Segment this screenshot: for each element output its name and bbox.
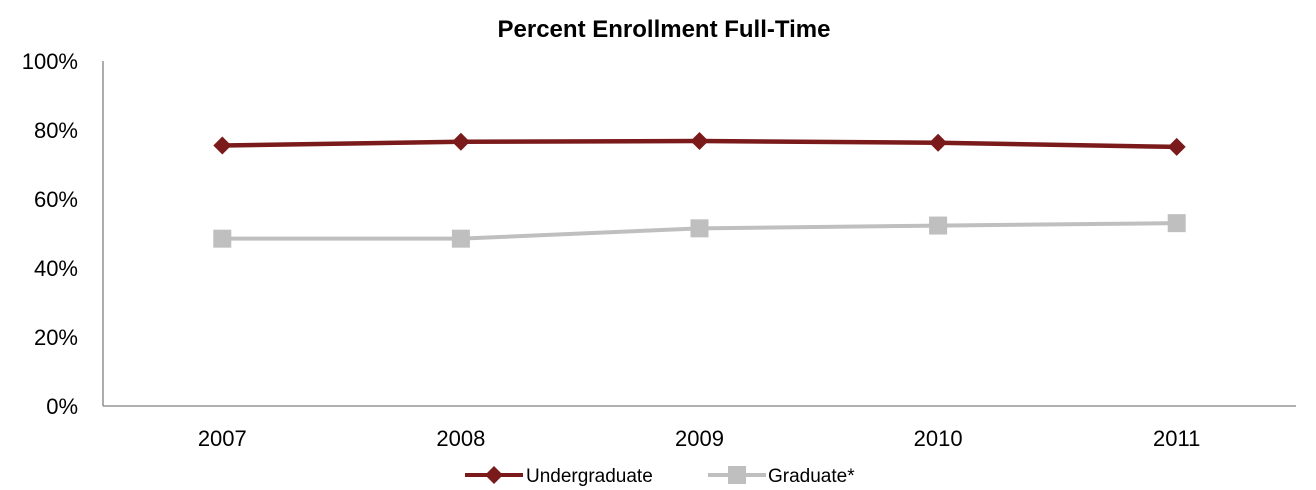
legend-marker	[728, 466, 746, 484]
data-point	[451, 229, 470, 248]
y-tick-label: 0%	[46, 394, 78, 419]
y-tick-label: 100%	[22, 49, 78, 74]
legend-label: Graduate*	[768, 466, 855, 487]
series-group	[213, 132, 1186, 248]
data-point	[213, 136, 232, 155]
data-point	[451, 132, 470, 151]
x-tick-label: 2009	[675, 426, 724, 451]
legend: Undergraduate Graduate*	[465, 466, 855, 487]
y-tick-label: 40%	[34, 256, 78, 281]
x-tick-label: 2010	[914, 426, 963, 451]
data-point	[690, 132, 709, 151]
data-point	[1167, 214, 1186, 233]
data-point	[213, 229, 232, 248]
data-point	[929, 133, 948, 152]
legend-label: Undergraduate	[526, 466, 653, 487]
series-0	[213, 132, 1186, 156]
y-tick-label: 20%	[34, 325, 78, 350]
legend-item: Undergraduate	[465, 466, 653, 487]
chart-title: Percent Enrollment Full-Time	[498, 16, 831, 43]
legend-item: Graduate*	[708, 466, 855, 487]
series-1	[213, 214, 1186, 248]
axes	[102, 61, 1296, 407]
x-tick-label: 2008	[436, 426, 485, 451]
y-tick-labels: 0% 20% 40% 60% 80% 100%	[22, 49, 78, 419]
y-tick-label: 80%	[34, 118, 78, 143]
data-point	[929, 216, 948, 235]
y-tick-label: 60%	[34, 187, 78, 212]
data-point	[1167, 137, 1186, 156]
x-tick-label: 2011	[1153, 426, 1200, 451]
x-tick-labels: 2007 2008 2009 2010 2011	[198, 426, 1201, 451]
legend-marker	[485, 466, 503, 484]
data-point	[690, 219, 709, 238]
x-tick-label: 2007	[198, 426, 247, 451]
